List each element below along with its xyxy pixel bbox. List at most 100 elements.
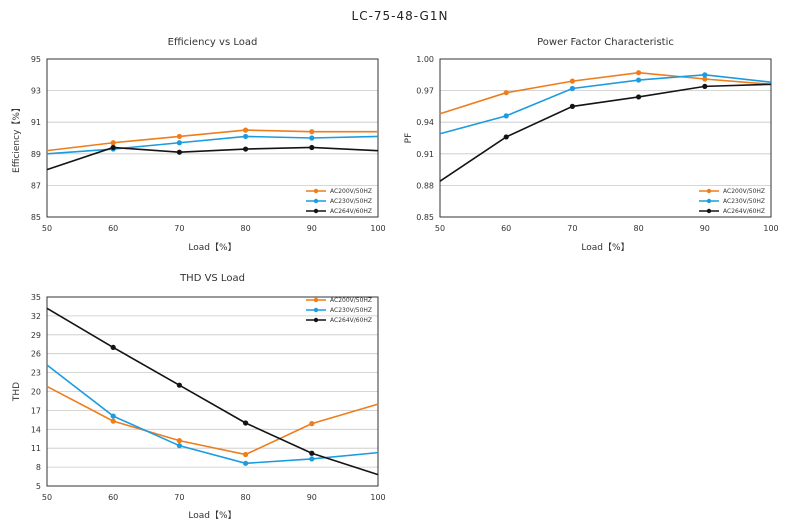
legend-label: AC200V/50HZ	[723, 188, 765, 195]
data-point	[309, 144, 315, 151]
legend-marker	[706, 208, 712, 214]
legend-label: AC264V/60HZ	[330, 317, 372, 324]
y-tick-label: 29	[31, 331, 41, 340]
x-tick-label: 100	[370, 493, 385, 502]
data-point	[309, 450, 315, 456]
data-point	[243, 127, 249, 133]
data-point	[569, 103, 576, 109]
data-point	[243, 133, 249, 140]
chart-3: THD VS Load 5 8 11 14 17 20 23 26 29 32 35 50 60 70 80 9…	[12, 273, 386, 521]
legend-label: AC230V/50HZ	[723, 198, 765, 205]
y-tick-label: 26	[31, 350, 41, 359]
data-point	[569, 85, 576, 92]
y-tick-label: 0.88	[416, 181, 434, 190]
data-point	[110, 418, 116, 424]
plot-frame	[46, 296, 379, 487]
legend: AC200V/50HZ AC230V/50HZ AC264V/60HZ	[306, 188, 372, 215]
series-line	[439, 73, 772, 135]
x-tick-label: 60	[108, 493, 118, 502]
plot-frame	[46, 58, 379, 218]
plot-frame	[439, 58, 772, 218]
data-point	[110, 140, 116, 146]
x-tick-label: 100	[370, 224, 385, 233]
data-point	[176, 443, 182, 449]
y-tick-label: 5	[36, 482, 41, 491]
y-tick-label: 17	[31, 406, 41, 415]
legend-marker	[313, 198, 319, 204]
x-tick-label: 60	[501, 224, 511, 233]
series-line	[46, 129, 378, 152]
legend-marker	[313, 188, 319, 194]
chart-title: Efficiency vs Load	[168, 37, 258, 48]
page-title: LC-75-48-G1N	[352, 9, 449, 23]
legend: AC200V/50HZ AC230V/50HZ AC264V/60HZ	[699, 188, 765, 215]
data-point	[702, 83, 708, 89]
y-tick-label: 8	[36, 463, 41, 472]
x-tick-label: 100	[763, 224, 778, 233]
y-tick-label: 0.85	[416, 213, 434, 222]
x-tick-label: 90	[700, 224, 710, 233]
chart-title: Power Factor Characteristic	[537, 37, 674, 48]
data-point	[702, 76, 708, 82]
legend-marker	[706, 198, 712, 204]
x-tick-label: 80	[241, 224, 251, 233]
legend: AC200V/50HZ AC230V/50HZ AC264V/60HZ	[306, 297, 372, 324]
x-axis-label: Load【%】	[581, 242, 629, 253]
legend-label: AC200V/50HZ	[330, 297, 372, 304]
legend-label: AC200V/50HZ	[330, 188, 372, 195]
legend-marker	[313, 208, 319, 214]
legend-marker	[313, 297, 319, 303]
data-point	[503, 134, 509, 140]
data-point	[176, 133, 182, 140]
data-point	[110, 413, 116, 419]
data-point	[243, 420, 249, 426]
x-tick-label: 70	[174, 493, 184, 502]
y-tick-label: 95	[31, 55, 41, 64]
y-tick-label: 23	[31, 369, 41, 378]
series-line	[439, 71, 772, 115]
y-tick-label: 93	[31, 87, 41, 96]
data-point	[503, 113, 509, 119]
chart-1: Efficiency vs Load 85 87 89 91 93 95 50 60 70 80 90…	[11, 37, 386, 253]
data-point	[243, 460, 249, 466]
x-axis-label: Load【%】	[188, 242, 236, 253]
series-line	[46, 146, 379, 171]
data-point	[243, 146, 249, 152]
data-point	[110, 344, 116, 350]
y-tick-label: 14	[31, 425, 41, 434]
data-point	[110, 144, 116, 151]
legend-marker	[313, 307, 319, 313]
data-point	[309, 129, 315, 135]
x-tick-label: 70	[567, 224, 577, 233]
y-axis-label: Efficiency【%】	[11, 103, 22, 173]
data-point	[569, 78, 576, 84]
y-tick-label: 85	[31, 213, 41, 222]
x-tick-label: 60	[108, 224, 118, 233]
x-tick-label: 90	[307, 493, 317, 502]
chart-title: THD VS Load	[179, 273, 245, 284]
series-line	[46, 385, 379, 456]
series-line	[46, 135, 379, 155]
y-tick-label: 35	[31, 293, 41, 302]
data-point	[636, 70, 642, 76]
y-tick-label: 0.97	[416, 87, 434, 96]
legend-marker	[313, 317, 319, 323]
y-tick-label: 20	[31, 388, 41, 397]
data-point	[702, 72, 708, 78]
data-point	[503, 90, 509, 96]
x-axis-label: Load【%】	[188, 510, 236, 521]
legend-label: AC230V/50HZ	[330, 307, 372, 314]
y-axis-label: PF	[404, 133, 414, 144]
data-point	[309, 135, 315, 141]
x-tick-label: 70	[174, 224, 184, 233]
series-line	[46, 364, 379, 465]
x-tick-label: 90	[307, 224, 317, 233]
legend-label: AC264V/60HZ	[330, 208, 372, 215]
x-tick-label: 50	[42, 493, 52, 502]
y-tick-label: 91	[31, 118, 41, 127]
y-axis-label: THD	[12, 382, 22, 402]
series-line	[46, 307, 379, 476]
data-point	[176, 140, 182, 146]
data-point	[309, 421, 315, 427]
